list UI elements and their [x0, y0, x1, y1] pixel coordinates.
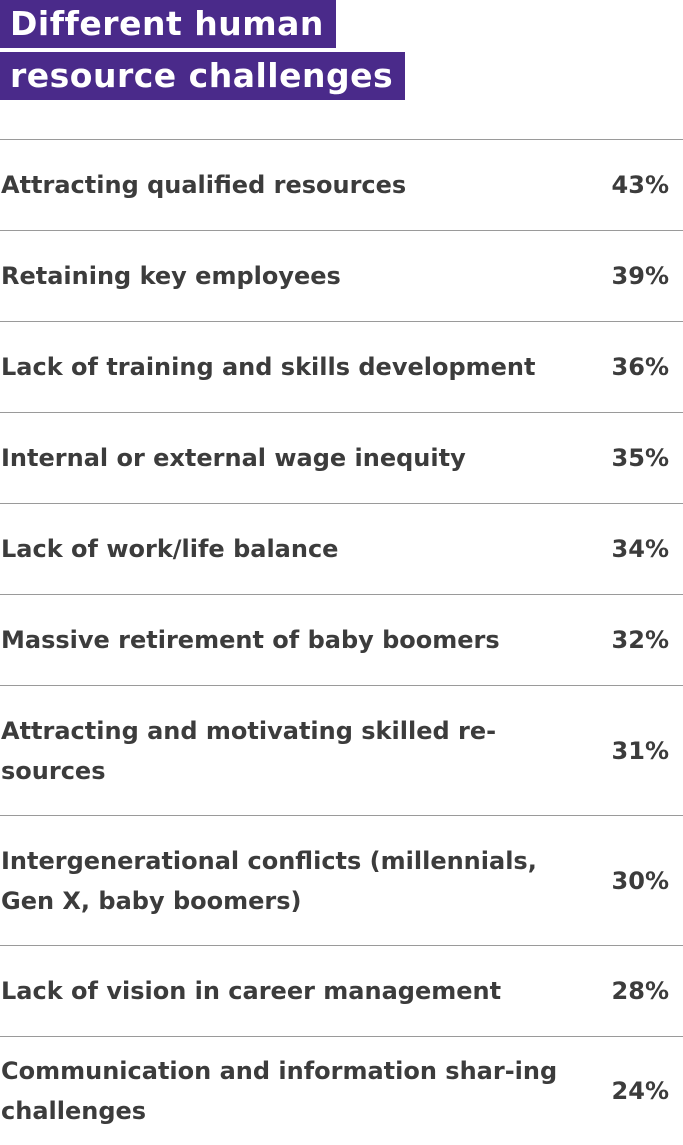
row-label: Communication and information shar-ing c…: [1, 1057, 558, 1125]
table-row: Retaining key employees 39%: [0, 231, 683, 322]
table-row: Lack of training and skills development …: [0, 322, 683, 413]
row-label: Intergenerational conflicts (millennials…: [1, 846, 537, 915]
row-label: Internal or external wage inequity: [1, 444, 466, 472]
table-row: Communication and information shar-ing c…: [0, 1037, 683, 1145]
row-value: 39%: [611, 262, 669, 290]
row-value: 28%: [611, 977, 669, 1005]
row-label: Lack of vision in career management: [1, 977, 502, 1005]
row-value: 32%: [611, 626, 669, 654]
row-label: Retaining key employees: [1, 262, 341, 290]
row-value: 31%: [611, 736, 669, 765]
row-value: 36%: [611, 353, 669, 381]
row-value: 34%: [611, 535, 669, 563]
table-row: Massive retirement of baby boomers 32%: [0, 595, 683, 686]
table-row: Lack of vision in career management 28%: [0, 946, 683, 1037]
row-value: 43%: [611, 171, 669, 199]
table-row: Internal or external wage inequity 35%: [0, 413, 683, 504]
row-label: Attracting qualified resources: [1, 171, 407, 199]
row-value: 30%: [611, 866, 669, 895]
row-label: Lack of work/life balance: [1, 535, 339, 563]
row-value: 24%: [611, 1077, 669, 1105]
row-label: Lack of training and skills development: [1, 353, 536, 381]
challenges-table: Attracting qualified resources 43% Retai…: [0, 139, 683, 1145]
table-row: Attracting qualified resources 43%: [0, 140, 683, 231]
table-row: Attracting and motivating skilled re-sou…: [0, 686, 683, 816]
row-label: Massive retirement of baby boomers: [1, 626, 500, 654]
title-line-2: resource challenges: [0, 52, 406, 100]
row-value: 35%: [611, 444, 669, 472]
table-row: Intergenerational conflicts (millennials…: [0, 816, 683, 946]
title-line-1: Different human: [0, 0, 336, 48]
row-label: Attracting and motivating skilled re-sou…: [1, 716, 497, 785]
table-row: Lack of work/life balance 34%: [0, 504, 683, 595]
